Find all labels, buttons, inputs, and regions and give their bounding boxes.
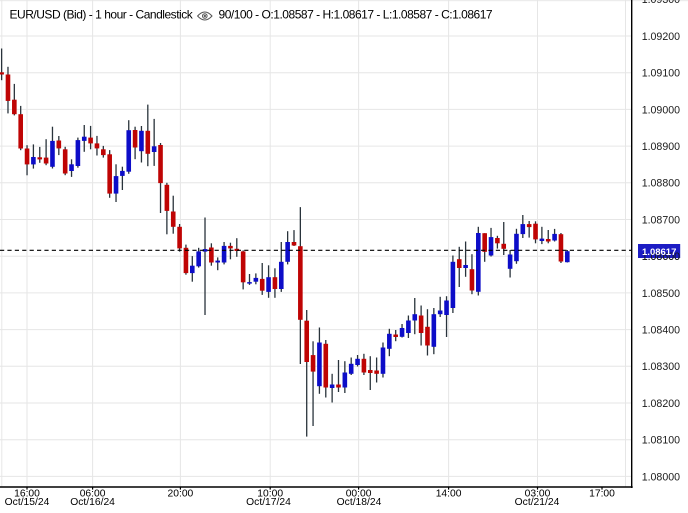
svg-text:1.08600: 1.08600 [642,251,680,263]
svg-text:1.08700: 1.08700 [642,214,680,226]
svg-text:1.08400: 1.08400 [642,325,680,337]
svg-text:1.08300: 1.08300 [642,361,680,373]
svg-text:10:00: 10:00 [257,488,283,499]
svg-text:1.08000: 1.08000 [642,471,680,483]
svg-text:17:00: 17:00 [589,488,615,499]
svg-text:1.08617: 1.08617 [642,247,676,258]
svg-text:1.08800: 1.08800 [642,178,680,190]
svg-text:14:00: 14:00 [436,488,462,499]
svg-text:Oct/16/24: Oct/16/24 [70,497,115,508]
svg-text:Oct/18/24: Oct/18/24 [337,497,382,508]
svg-text:1.08100: 1.08100 [642,435,680,447]
svg-text:EUR/USD (Bid) - 1 hour - Candl: EUR/USD (Bid) - 1 hour - Candlestick [10,7,194,21]
svg-text:03:00: 03:00 [525,488,551,499]
svg-text:Oct/21/24: Oct/21/24 [515,497,560,508]
svg-text:1.09000: 1.09000 [642,104,680,116]
svg-text:06:00: 06:00 [80,488,106,499]
svg-text:00:00: 00:00 [346,488,372,499]
svg-text:1.09300: 1.09300 [642,0,680,6]
svg-text:20:00: 20:00 [168,488,194,499]
svg-text:16:00: 16:00 [14,488,40,499]
svg-text:Oct/17/24: Oct/17/24 [246,497,291,508]
svg-text:1.09100: 1.09100 [642,68,680,80]
svg-text:Oct/15/24: Oct/15/24 [5,497,50,508]
svg-text:1.09200: 1.09200 [642,31,680,43]
svg-text:1.08200: 1.08200 [642,398,680,410]
svg-text:1.08500: 1.08500 [642,288,680,300]
svg-text:90/100 - O:1.08587 - H:1.08617: 90/100 - O:1.08587 - H:1.08617 - L:1.085… [219,7,493,21]
svg-text:1.08900: 1.08900 [642,141,680,153]
